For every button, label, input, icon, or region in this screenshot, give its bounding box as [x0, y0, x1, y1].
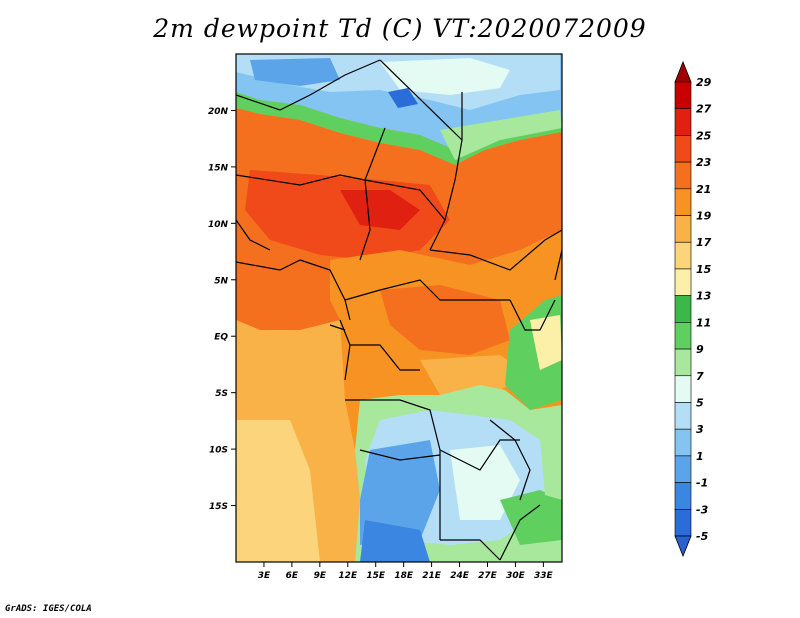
colorbar-swatch — [674, 215, 692, 243]
dewpoint-field — [236, 54, 562, 562]
lat-tick-label: 20N — [208, 107, 229, 117]
colorbar-label: 29 — [696, 76, 712, 89]
colorbar-swatch — [674, 135, 692, 163]
colorbar — [674, 60, 692, 558]
colorbar-label: 5 — [696, 396, 704, 409]
colorbar-swatch — [674, 188, 692, 216]
lat-tick-label: EQ — [214, 333, 228, 343]
lat-tick-label: 10S — [209, 446, 228, 456]
colorbar-swatch — [674, 455, 692, 483]
lon-tick-label: 3E — [258, 571, 271, 581]
colorbar-labels: 29 27 25 23 21 19 17 15 13 11 9 7 5 3 1 -1 -3 -5 — [696, 76, 712, 543]
colorbar-label: 23 — [696, 156, 712, 169]
latitude-axis: 20N 15N 10N 5N EQ 5S 10S 15S — [208, 107, 236, 512]
colorbar-swatch — [674, 348, 692, 377]
colorbar-swatch — [674, 402, 692, 430]
colorbar-label: 13 — [696, 290, 712, 303]
lon-tick-label: 12E — [338, 571, 358, 581]
lat-tick-label: 15S — [209, 502, 228, 512]
lat-tick-label: 5N — [214, 276, 228, 286]
colorbar-swatch — [674, 81, 692, 110]
grads-credit: GrADS: IGES/COLA — [5, 604, 92, 614]
lat-tick-label: 5S — [215, 389, 228, 399]
colorbar-label: 27 — [696, 103, 712, 116]
colorbar-swatch — [674, 161, 692, 190]
colorbar-swatch — [674, 428, 692, 457]
colorbar-label: 3 — [696, 423, 704, 436]
colorbar-label: 1 — [696, 450, 704, 463]
colorbar-label: 15 — [696, 263, 712, 276]
lon-tick-label: 30E — [506, 571, 526, 581]
lon-tick-label: 18E — [394, 571, 414, 581]
colorbar-label: 21 — [696, 183, 711, 196]
colorbar-label: 19 — [696, 210, 712, 223]
colorbar-swatch — [674, 508, 692, 537]
colorbar-label: -1 — [696, 477, 708, 490]
lon-tick-label: 9E — [314, 571, 327, 581]
colorbar-swatch — [674, 322, 692, 350]
colorbar-cap-top — [674, 60, 692, 83]
colorbar-label: 25 — [696, 129, 712, 142]
colorbar-swatch — [674, 295, 692, 323]
lon-tick-label: 6E — [286, 571, 299, 581]
lon-tick-label: 21E — [422, 571, 442, 581]
lat-tick-label: 10N — [208, 220, 229, 230]
colorbar-swatch — [674, 241, 692, 270]
colorbar-label: -3 — [696, 503, 709, 516]
map-frame — [235, 53, 563, 563]
lon-tick-label: 27E — [478, 571, 498, 581]
colorbar-swatch — [674, 482, 692, 510]
lon-tick-label: 33E — [534, 571, 554, 581]
lat-tick-label: 15N — [208, 163, 229, 173]
country-borders — [236, 59, 562, 561]
map-title: 2m dewpoint Td (C) VT:2020072009 — [153, 14, 647, 43]
colorbar-label: 7 — [696, 370, 704, 383]
longitude-axis: 3E 6E 9E 12E 15E 18E 21E 24E 27E 30E 33E — [258, 562, 554, 581]
colorbar-swatch — [674, 108, 692, 136]
colorbar-label: 9 — [696, 343, 704, 356]
colorbar-cap-bottom — [674, 535, 692, 558]
colorbar-label: 17 — [696, 236, 712, 249]
colorbar-swatch — [674, 375, 692, 403]
lon-tick-label: 15E — [366, 571, 386, 581]
lon-tick-label: 24E — [450, 571, 470, 581]
colorbar-swatch — [674, 268, 692, 296]
colorbar-label: -5 — [696, 530, 709, 543]
colorbar-label: 11 — [696, 316, 711, 329]
